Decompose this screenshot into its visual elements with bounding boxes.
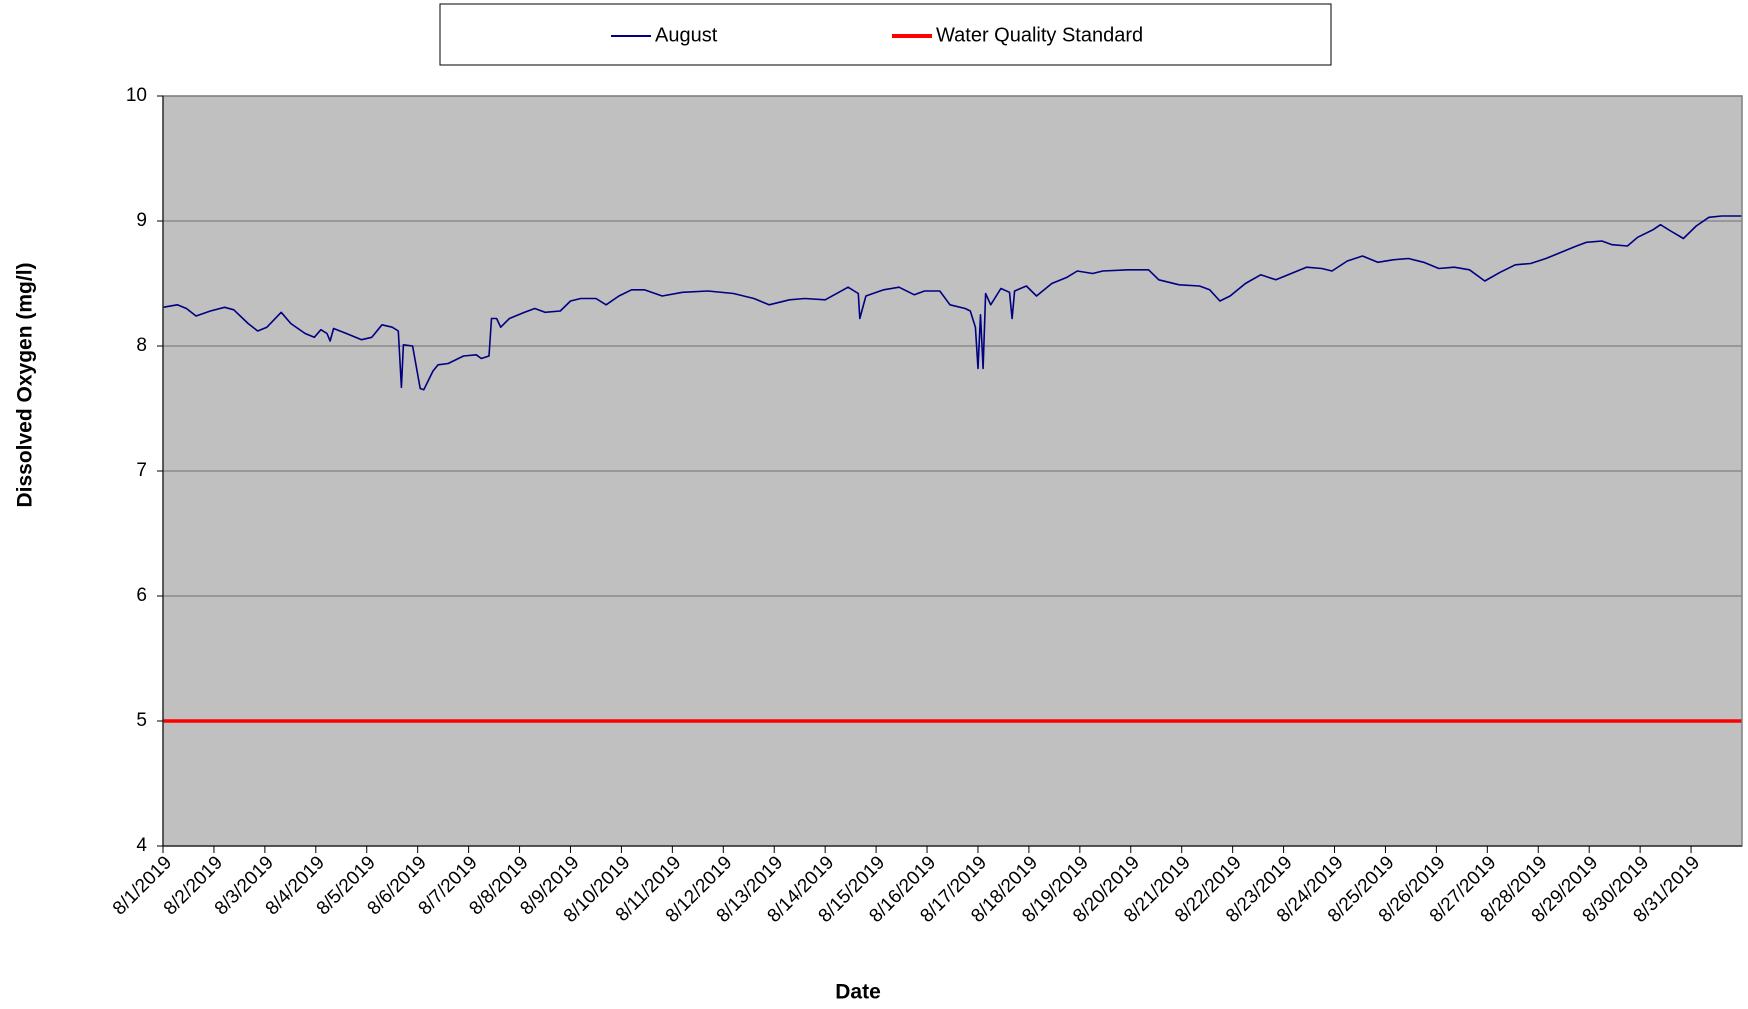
y-axis-label: Dissolved Oxygen (mg/l) [14,262,37,507]
y-tick-label: 4 [136,835,147,856]
y-tick-label: 9 [136,210,147,231]
y-tick-label: 7 [136,460,147,481]
legend-label: August [655,24,718,46]
x-axis-label: Date [835,981,881,1004]
y-tick-label: 6 [136,585,147,606]
y-tick-label: 8 [136,335,147,356]
y-tick-label: 5 [136,710,147,731]
legend-label: Water Quality Standard [936,24,1143,46]
legend-box [439,3,1332,66]
lines [162,215,1742,723]
legend: August Water Quality Standard [611,24,1143,46]
y-tick-label: 10 [126,85,147,106]
data-line [162,215,1742,391]
